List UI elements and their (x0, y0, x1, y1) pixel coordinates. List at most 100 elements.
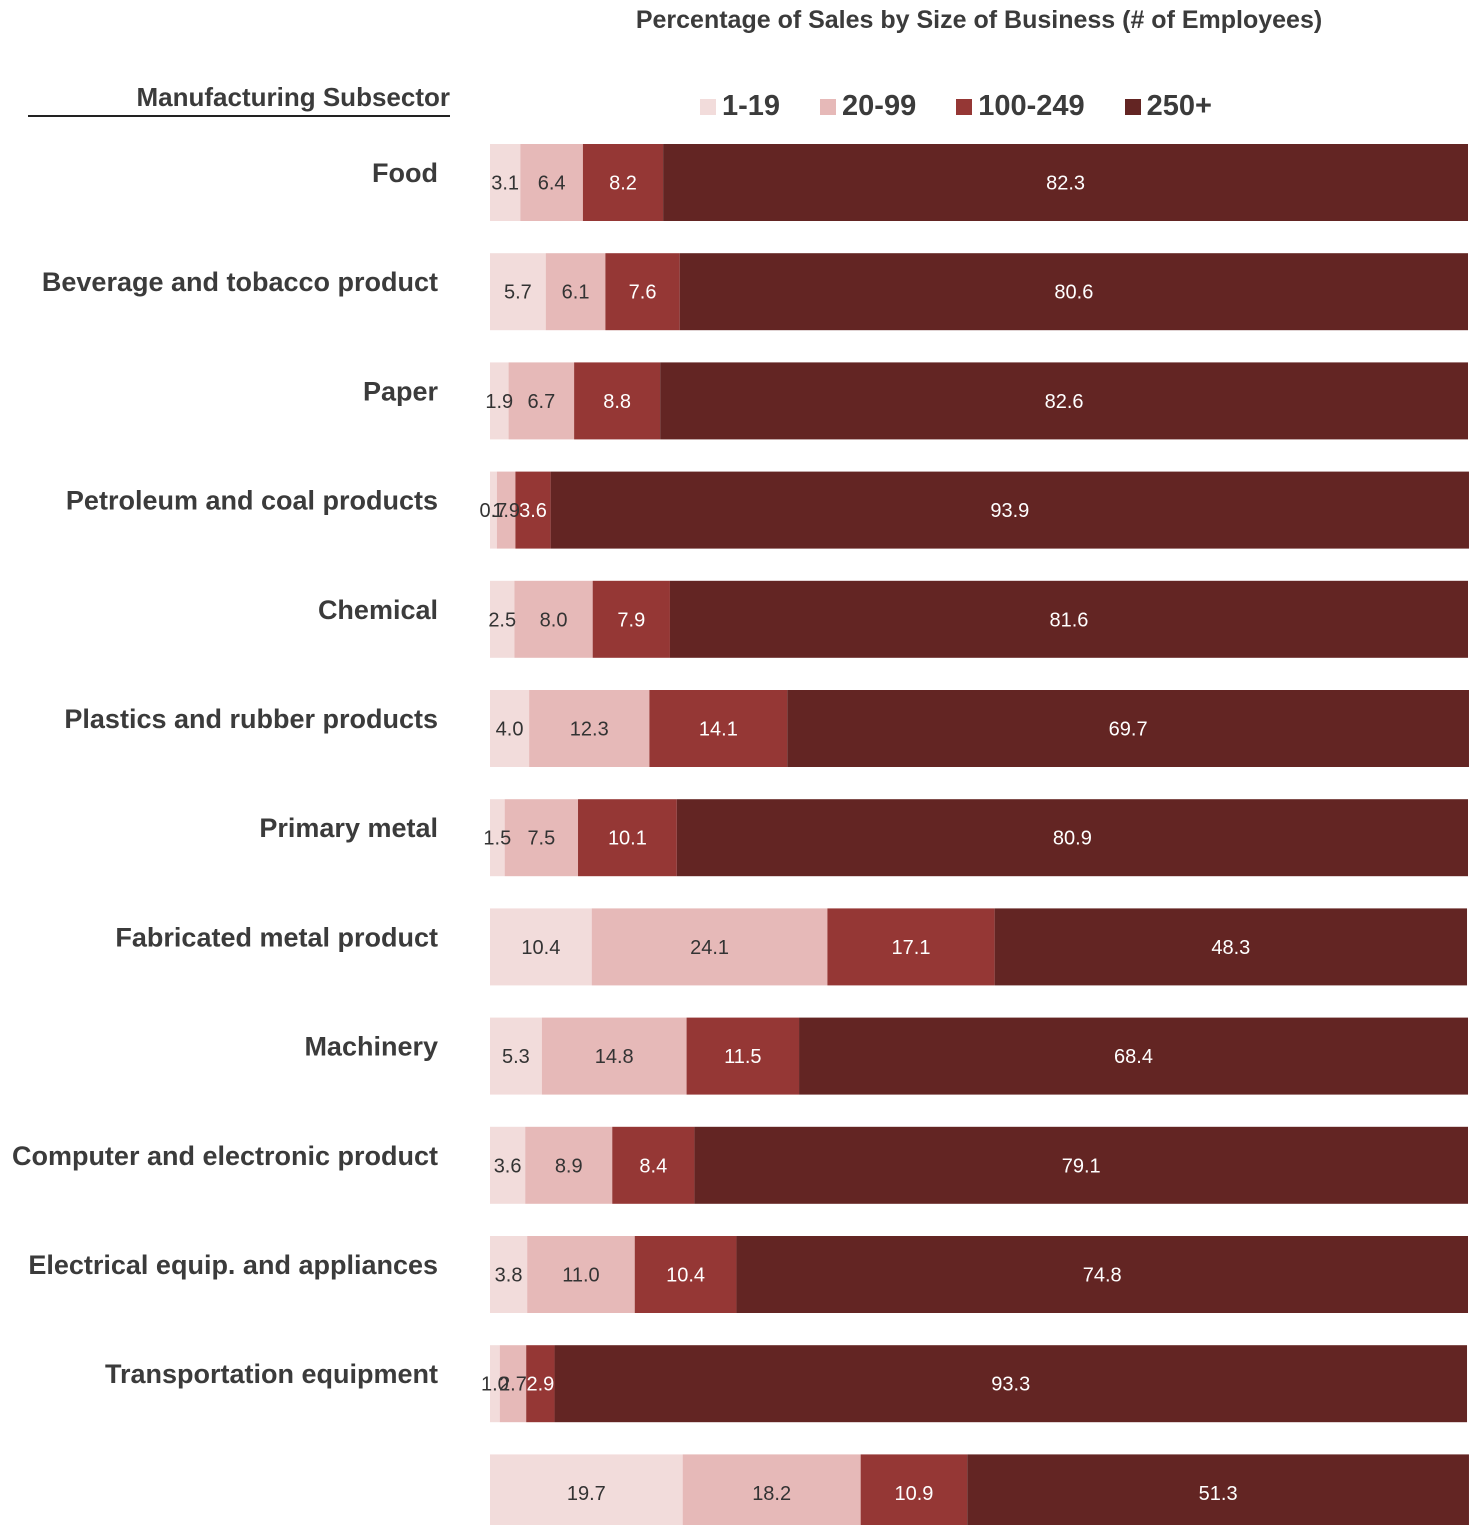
bar-countertop-manufacturing-20-99 (682, 1454, 861, 1525)
data-label-chemical-100-249: 7.9 (617, 609, 645, 631)
data-label-countertop-manufacturing-1-19: 19.7 (567, 1483, 606, 1505)
bar-primary-metal-1-19 (490, 799, 505, 877)
data-label-electrical-equip-and-appliances-250: 74.8 (1083, 1265, 1122, 1287)
bar-beverage-and-tobacco-product-250 (679, 253, 1468, 331)
bar-fabricated-metal-product-100-249 (827, 908, 995, 986)
bar-plastics-and-rubber-products-100-249 (649, 690, 788, 767)
bar-food-1-19 (490, 144, 521, 221)
data-label-beverage-and-tobacco-product-250: 80.6 (1054, 282, 1093, 304)
bar-primary-metal-250 (676, 799, 1468, 877)
data-label-computer-and-electronic-product-20-99: 8.9 (555, 1155, 583, 1177)
data-label-fabricated-metal-product-1-19: 10.4 (521, 937, 560, 959)
bar-countertop-manufacturing-250 (967, 1454, 1469, 1525)
bar-petroleum-and-coal-products-100-249 (515, 471, 551, 549)
data-label-transportation-equipment-100-249: 2.9 (526, 1374, 554, 1396)
bar-computer-and-electronic-product-250 (694, 1126, 1468, 1204)
bar-countertop-manufacturing-100-249 (860, 1454, 968, 1525)
bar-paper-100-249 (574, 362, 661, 440)
category-label-plastics-and-rubber-products: Plastics and rubber products (64, 704, 438, 734)
bar-machinery-100-249 (686, 1017, 800, 1095)
bar-machinery-20-99 (541, 1017, 687, 1095)
bar-chemical-1-19 (490, 580, 515, 658)
bar-electrical-equip-and-appliances-1-19 (490, 1236, 528, 1313)
data-label-petroleum-and-coal-products-20-99: 1.9 (492, 500, 520, 522)
legend-label-1-19: 1-19 (722, 90, 781, 122)
data-label-machinery-250: 68.4 (1114, 1046, 1153, 1068)
bar-plastics-and-rubber-products-250 (787, 690, 1469, 767)
bar-countertop-manufacturing-1-19 (490, 1454, 683, 1525)
data-label-food-1-19: 3.1 (491, 173, 519, 195)
category-label-petroleum-and-coal-products: Petroleum and coal products (66, 486, 438, 516)
bar-transportation-equipment-100-249 (526, 1345, 555, 1423)
data-label-countertop-manufacturing-250: 51.3 (1199, 1483, 1238, 1505)
data-label-transportation-equipment-20-99: 2.7 (499, 1374, 527, 1396)
legend-swatch-1-19 (700, 98, 716, 115)
bar-machinery-1-19 (490, 1017, 542, 1095)
legend-swatch-20-99 (820, 98, 837, 115)
category-label-electrical-equip-and-appliances: Electrical equip. and appliances (28, 1250, 438, 1280)
category-label-food: Food (372, 158, 438, 188)
data-label-fabricated-metal-product-20-99: 24.1 (690, 937, 729, 959)
data-label-fabricated-metal-product-250: 48.3 (1211, 937, 1250, 959)
data-label-plastics-and-rubber-products-20-99: 12.3 (570, 719, 609, 741)
data-label-electrical-equip-and-appliances-1-19: 3.8 (495, 1265, 523, 1287)
category-label-paper: Paper (363, 376, 439, 406)
legend-item-20-99: 20-99 (820, 90, 916, 123)
legend-label-250-plus: 250+ (1146, 90, 1212, 122)
data-label-chemical-1-19: 2.5 (488, 609, 516, 631)
bar-plastics-and-rubber-products-1-19 (490, 690, 530, 767)
bar-fabricated-metal-product-1-19 (490, 908, 592, 986)
bar-petroleum-and-coal-products-20-99 (496, 471, 516, 549)
data-label-plastics-and-rubber-products-1-19: 4.0 (496, 719, 524, 741)
legend: 1-19 20-99 100-249 250+ (700, 90, 1252, 123)
data-label-machinery-20-99: 14.8 (595, 1046, 634, 1068)
bar-food-20-99 (520, 144, 583, 221)
data-label-chemical-250: 81.6 (1050, 609, 1089, 631)
bar-electrical-equip-and-appliances-20-99 (527, 1236, 635, 1313)
data-label-transportation-equipment-1-19: 1.0 (481, 1374, 509, 1396)
data-label-food-250: 82.3 (1046, 173, 1085, 195)
data-label-primary-metal-20-99: 7.5 (527, 828, 555, 850)
data-label-electrical-equip-and-appliances-20-99: 11.0 (562, 1265, 599, 1287)
data-label-food-20-99: 6.4 (538, 173, 566, 195)
bar-transportation-equipment-1-19 (490, 1345, 500, 1423)
data-label-computer-and-electronic-product-1-19: 3.6 (494, 1155, 522, 1177)
data-label-petroleum-and-coal-products-100-249: 3.6 (519, 500, 547, 522)
bar-paper-20-99 (508, 362, 575, 440)
category-label-machinery: Machinery (304, 1032, 438, 1062)
data-label-paper-20-99: 6.7 (527, 391, 555, 413)
data-label-fabricated-metal-product-100-249: 17.1 (892, 937, 931, 959)
legend-label-20-99: 20-99 (842, 90, 917, 122)
data-label-countertop-manufacturing-20-99: 18.2 (752, 1483, 791, 1505)
data-label-primary-metal-1-19: 1.5 (483, 828, 511, 850)
bar-chemical-100-249 (592, 580, 670, 658)
data-label-transportation-equipment-250: 93.3 (991, 1374, 1030, 1396)
bar-beverage-and-tobacco-product-20-99 (545, 253, 606, 331)
bar-computer-and-electronic-product-20-99 (525, 1126, 613, 1204)
legend-swatch-250-plus (1124, 98, 1141, 115)
bar-beverage-and-tobacco-product-1-19 (490, 253, 546, 331)
bar-beverage-and-tobacco-product-100-249 (605, 253, 680, 331)
category-label-computer-and-electronic-product: Computer and electronic product (12, 1141, 438, 1171)
bar-computer-and-electronic-product-100-249 (612, 1126, 695, 1204)
bar-fabricated-metal-product-20-99 (591, 908, 828, 986)
legend-label-100-249: 100-249 (978, 90, 1085, 122)
category-label-fabricated-metal-product: Fabricated metal product (115, 922, 438, 952)
bar-electrical-equip-and-appliances-100-249 (634, 1236, 737, 1313)
bar-paper-250 (660, 362, 1468, 440)
data-label-computer-and-electronic-product-100-249: 8.4 (639, 1155, 667, 1177)
data-label-electrical-equip-and-appliances-100-249: 10.4 (666, 1265, 705, 1287)
bar-food-250 (663, 144, 1468, 221)
category-label-transportation-equipment: Transportation equipment (105, 1359, 438, 1389)
bar-machinery-250 (799, 1017, 1468, 1095)
chart-title: Percentage of Sales by Size of Business … (635, 6, 1323, 34)
bar-transportation-equipment-250 (554, 1345, 1468, 1423)
bar-chemical-20-99 (514, 580, 593, 658)
data-label-food-100-249: 8.2 (609, 173, 637, 195)
bar-primary-metal-20-99 (504, 799, 579, 877)
data-label-paper-1-19: 1.9 (485, 391, 513, 413)
bar-electrical-equip-and-appliances-250 (736, 1236, 1468, 1313)
data-label-countertop-manufacturing-100-249: 10.9 (894, 1483, 933, 1505)
data-label-plastics-and-rubber-products-250: 69.7 (1109, 719, 1148, 741)
